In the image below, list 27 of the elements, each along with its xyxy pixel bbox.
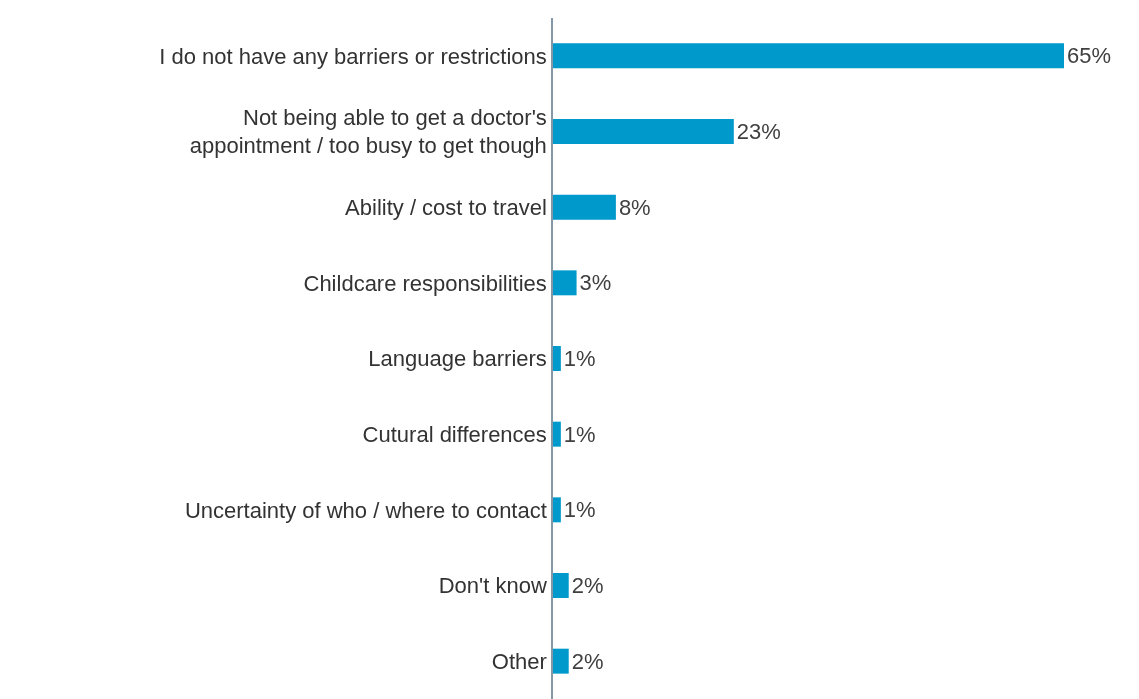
y-tick-label: Not being able to get a doctor's appointment / too busy to get though [189,104,547,159]
y-tick-label: Cutural differences [362,421,547,447]
bar [553,119,734,144]
y-tick-label: Don't know [438,573,547,599]
bar [553,270,577,296]
bar [553,194,616,220]
data-label: 23% [736,119,781,144]
data-label: 1% [563,346,596,371]
y-tick-label: Other [491,648,547,674]
y-tick-label: Uncertainty of who / where to contact [184,497,547,523]
bar [553,648,569,674]
bar [553,421,561,447]
y-tick-label: I do not have any barriers or restrictions [159,43,547,69]
data-label: 2% [571,573,604,598]
bar [553,497,561,523]
data-label: 1% [563,421,596,447]
data-label: 8% [618,194,651,220]
y-tick-label: Ability / cost to travel [345,194,547,220]
bar [553,346,561,371]
y-tick-label: Language barriers [368,346,547,372]
y-tick-label: Childcare responsibilities [303,270,547,296]
data-label: 65% [1067,43,1111,69]
data-label: 3% [579,270,612,296]
bar [553,573,569,598]
data-label: 1% [563,497,596,523]
data-label: 2% [571,648,604,674]
bar [553,43,1064,69]
